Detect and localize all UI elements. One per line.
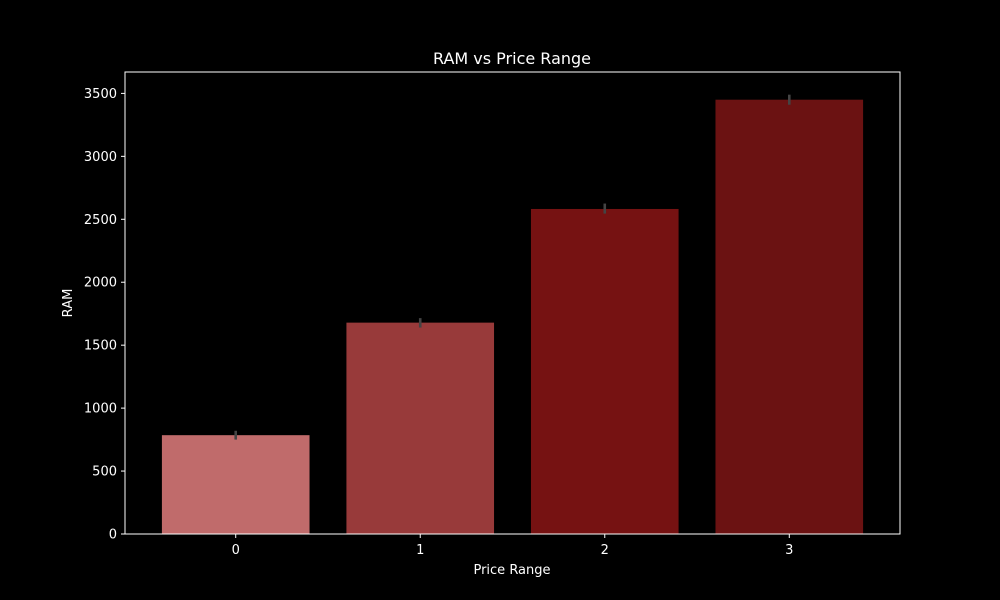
y-tick-label: 2500 xyxy=(84,213,117,228)
y-axis: 0 500 1000 1500 2000 2500 3000 3500 xyxy=(84,87,125,543)
chart-title: RAM vs Price Range xyxy=(433,49,591,68)
bar-0 xyxy=(161,435,310,534)
x-tick-label: 0 xyxy=(232,543,240,558)
bar-3 xyxy=(715,99,864,534)
y-axis-label: RAM xyxy=(61,289,76,318)
bars-layer xyxy=(161,99,864,534)
bar-1 xyxy=(346,322,495,534)
bar-2 xyxy=(530,208,679,534)
plot-frame xyxy=(124,71,901,535)
x-axis: 0 1 2 3 xyxy=(232,534,793,558)
y-tick-label: 500 xyxy=(92,465,117,480)
y-tick-label: 0 xyxy=(109,528,117,543)
y-tick-label: 3000 xyxy=(84,150,117,165)
x-tick-label: 2 xyxy=(601,543,609,558)
y-tick-label: 3500 xyxy=(84,87,117,102)
x-tick-label: 3 xyxy=(785,543,793,558)
y-tick-label: 1000 xyxy=(84,402,117,417)
y-tick-label: 1500 xyxy=(84,339,117,354)
error-bars-layer xyxy=(234,94,791,440)
x-axis-label: Price Range xyxy=(473,563,550,578)
x-tick-label: 1 xyxy=(416,543,424,558)
y-tick-label: 2000 xyxy=(84,276,117,291)
